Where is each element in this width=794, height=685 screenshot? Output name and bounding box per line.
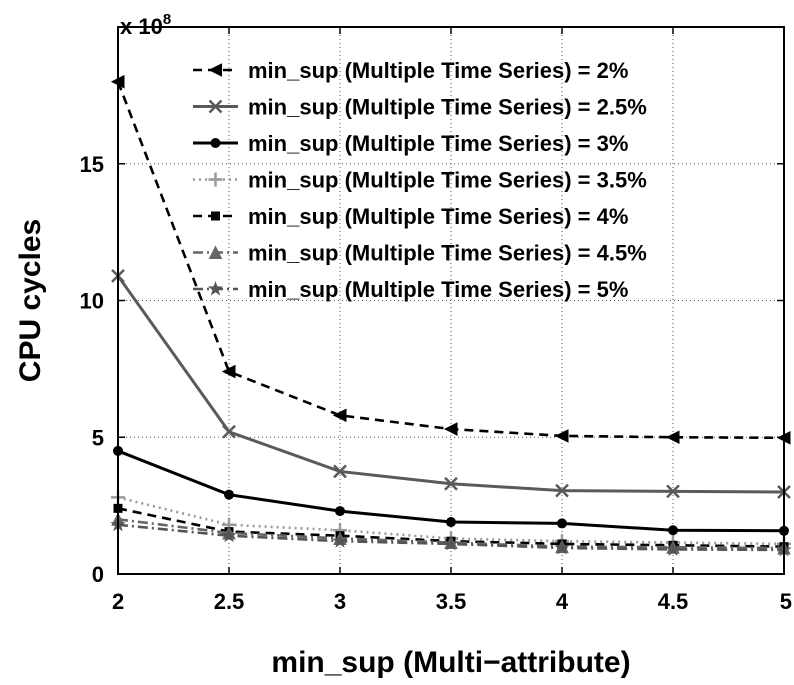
y-tick-label: 0 <box>92 562 104 587</box>
data-point-marker <box>666 484 680 499</box>
legend-marker <box>208 172 223 187</box>
legend-item: min_sup (Multiple Time Series) = 2.5% <box>193 95 647 120</box>
legend-item: min_sup (Multiple Time Series) = 3% <box>193 131 628 156</box>
x-axis-label: min_sup (Multi−attribute) <box>271 646 630 679</box>
data-point-marker <box>222 424 236 439</box>
legend-item: min_sup (Multiple Time Series) = 4% <box>193 204 628 229</box>
series-layer <box>110 74 792 557</box>
legend-marker <box>210 138 221 148</box>
data-point-marker <box>221 527 237 543</box>
x-tick-label: 3 <box>334 589 346 614</box>
data-point-marker <box>443 422 458 436</box>
legend-item: min_sup (Multiple Time Series) = 2% <box>193 58 628 83</box>
legend-label: min_sup (Multiple Time Series) = 3% <box>248 131 628 156</box>
data-point-marker <box>665 541 681 556</box>
data-point-marker <box>665 430 680 445</box>
legend-label: min_sup (Multiple Time Series) = 5% <box>248 277 628 302</box>
data-point-marker <box>221 364 236 379</box>
legend-marker <box>208 63 222 77</box>
data-point-marker <box>444 476 458 491</box>
legend-item: min_sup (Multiple Time Series) = 5% <box>193 277 628 302</box>
data-point-marker <box>554 429 569 443</box>
y-axis-multiplier: x 108 <box>120 11 171 39</box>
data-point-marker <box>668 525 678 536</box>
ticks: 2 2.5 3 3.5 4 4.5 5 0 5 10 15 <box>80 27 792 614</box>
x-tick-label: 2 <box>112 589 124 614</box>
data-point-marker <box>335 506 345 517</box>
data-point-marker <box>557 518 567 529</box>
legend-label: min_sup (Multiple Time Series) = 4.5% <box>248 241 647 266</box>
legend: min_sup (Multiple Time Series) = 2% min_s… <box>193 58 647 302</box>
x-tick-label: 4 <box>556 589 569 614</box>
x-tick-label: 3.5 <box>436 589 467 614</box>
data-point-marker <box>332 408 347 423</box>
x-tick-label: 4.5 <box>658 589 689 614</box>
data-point-marker <box>443 535 459 551</box>
series-1 <box>110 74 791 445</box>
data-point-marker <box>332 533 348 548</box>
legend-marker <box>208 99 223 114</box>
legend-marker <box>211 211 220 221</box>
series-2 <box>111 269 791 499</box>
legend-marker <box>207 281 224 296</box>
legend-label: min_sup (Multiple Time Series) = 2.5% <box>248 95 647 120</box>
x-tick-label: 2.5 <box>214 589 245 614</box>
data-point-marker <box>446 517 456 528</box>
legend-item: min_sup (Multiple Time Series) = 3.5% <box>193 168 647 193</box>
x-tick-label: 5 <box>780 589 792 614</box>
legend-item: min_sup (Multiple Time Series) = 4.5% <box>193 241 647 266</box>
y-tick-label: 15 <box>80 152 104 177</box>
y-tick-label: 5 <box>92 425 104 450</box>
data-point-marker <box>555 483 569 498</box>
legend-label: min_sup (Multiple Time Series) = 4% <box>248 204 628 229</box>
legend-label: min_sup (Multiple Time Series) = 3.5% <box>248 168 647 193</box>
data-point-marker <box>333 464 347 479</box>
legend-label: min_sup (Multiple Time Series) = 2% <box>248 58 628 83</box>
y-tick-label: 10 <box>80 289 104 314</box>
data-point-marker <box>554 540 570 555</box>
data-point-marker <box>224 489 234 500</box>
legend-marker <box>208 245 223 259</box>
y-axis-label: CPU cycles <box>14 219 47 382</box>
